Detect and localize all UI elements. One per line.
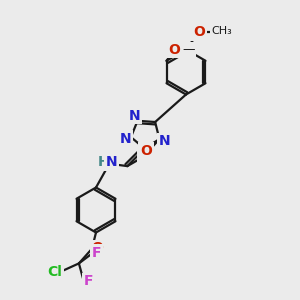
Text: O: O (92, 242, 104, 255)
Text: N: N (119, 132, 131, 145)
Text: N: N (106, 155, 118, 169)
Text: CH₃: CH₃ (212, 26, 233, 37)
Text: N: N (159, 134, 171, 148)
Text: F: F (84, 274, 94, 288)
Text: N: N (138, 147, 150, 161)
Text: —: — (182, 43, 195, 56)
Text: Cl: Cl (47, 266, 62, 279)
Text: N: N (129, 109, 140, 123)
Text: O: O (193, 26, 205, 39)
Text: F: F (92, 246, 101, 260)
Text: O: O (140, 143, 152, 158)
Text: H: H (98, 155, 109, 169)
Text: O: O (168, 43, 180, 57)
